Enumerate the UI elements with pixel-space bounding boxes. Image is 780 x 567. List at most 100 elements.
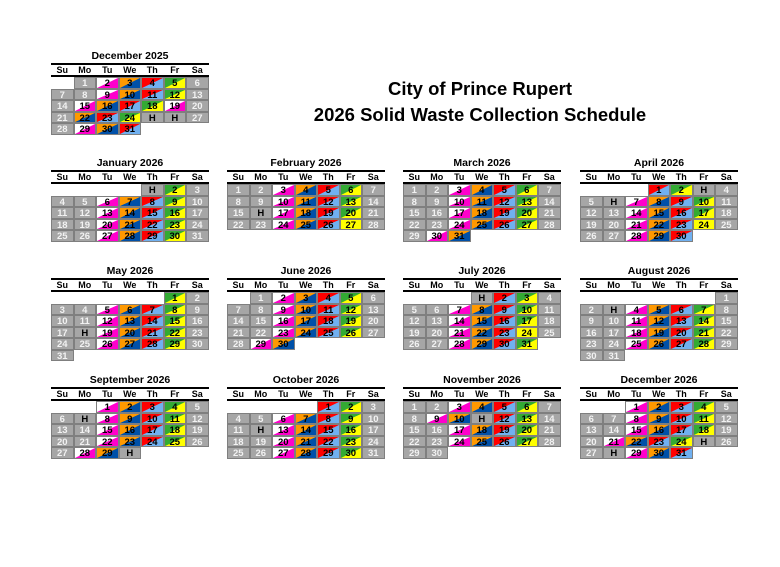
holiday-cell: H [141, 111, 164, 123]
weekday-header-row: Su Mo Tu We Th Fr Sa [51, 170, 209, 184]
empty-cell [693, 292, 716, 304]
weekday-header: We [299, 389, 313, 399]
day-cell: 3 [118, 77, 141, 89]
empty-cell [51, 77, 74, 89]
day-grid: 1 2 3 4 5 6 7 8 9 10 H 12 13 14 15 16 17 18 19 20 21 22 23 24 25… [403, 401, 561, 459]
day-cell: 13 [118, 315, 141, 327]
day-cell: 25 [538, 326, 561, 338]
weekday-header: Th [146, 280, 158, 290]
day-cell: 19 [96, 326, 119, 338]
holiday-cell: H [470, 292, 493, 304]
day-cell: 9 [163, 195, 186, 207]
weekday-header: We [299, 280, 313, 290]
weekday-header: Sa [720, 389, 732, 399]
day-cell: 7 [602, 412, 625, 424]
day-cell: 13 [339, 195, 362, 207]
empty-cell [96, 184, 119, 196]
day-cell: 19 [339, 315, 362, 327]
day-cell: 7 [448, 303, 471, 315]
day-cell: 2 [580, 303, 603, 315]
weekday-header: Mo [78, 172, 92, 182]
month-title: December 2026 [620, 374, 698, 386]
weekday-header: Tu [278, 280, 289, 290]
day-cell: 27 [580, 447, 603, 459]
month-calendar: March 2026 Su Mo Tu We Th Fr Sa 1 2 3 4 5 6 7 8 9 10 11 12 1… [403, 157, 561, 242]
weekday-header: Th [498, 280, 510, 290]
day-cell: 21 [141, 326, 164, 338]
empty-cell [603, 401, 626, 413]
day-cell: 7 [538, 184, 561, 196]
day-cell: 21 [73, 435, 96, 447]
day-cell: 11 [227, 424, 250, 436]
day-cell: 16 [670, 207, 693, 219]
empty-cell [603, 184, 626, 196]
day-cell: 6 [515, 401, 538, 413]
day-cell: 23 [118, 435, 141, 447]
day-cell: 17 [602, 326, 625, 338]
day-cell: 21 [448, 326, 471, 338]
day-cell: 20 [118, 326, 141, 338]
day-cell: 24 [272, 218, 295, 230]
weekday-header: Tu [454, 389, 465, 399]
day-cell: 13 [670, 315, 693, 327]
day-cell: 2 [339, 401, 362, 413]
day-cell: 29 [470, 338, 493, 350]
empty-cell [227, 292, 250, 304]
weekday-header-row: Su Mo Tu We Th Fr Sa [227, 278, 385, 292]
day-cell: 18 [227, 435, 250, 447]
day-cell: 4 [538, 292, 561, 304]
weekday-header: Sa [720, 172, 732, 182]
month-calendar: February 2026 Su Mo Tu We Th Fr Sa 1 2 3 4 5 6 7 8 9 10 11… [227, 157, 385, 230]
day-grid: 1 2 3 4 5 6 7 8 9 10 11 H 13 14 15 16 17 18 19 20 21 22 23 24 25… [227, 401, 385, 459]
day-cell: 13 [580, 424, 603, 436]
day-cell: 9 [670, 195, 693, 207]
day-cell: 16 [272, 315, 295, 327]
day-cell: 22 [470, 326, 493, 338]
weekday-header: Su [56, 172, 68, 182]
weekday-header: Fr [170, 172, 180, 182]
day-cell: 20 [339, 207, 362, 219]
day-grid: 1 2 3 4 5 6 7 8 9 10 11 12 13 14 15 H 17 18 19 20 21 22 23 24 25… [227, 184, 385, 230]
month-title: August 2026 [627, 265, 691, 277]
weekday-header: Su [585, 172, 597, 182]
day-cell: 26 [647, 338, 670, 350]
weekday-header: We [475, 280, 489, 290]
day-cell: 4 [692, 401, 715, 413]
day-cell: 10 [362, 412, 385, 424]
weekday-header-row: Su Mo Tu We Th Fr Sa [51, 278, 209, 292]
day-cell: 11 [317, 303, 340, 315]
day-cell: 30 [580, 349, 603, 361]
weekday-header: Su [585, 280, 597, 290]
day-cell: 17 [692, 207, 715, 219]
day-cell: 19 [580, 218, 603, 230]
day-cell: 15 [96, 424, 119, 436]
day-cell: 9 [493, 303, 516, 315]
day-cell: 14 [51, 100, 74, 112]
weekday-header: Fr [170, 65, 180, 75]
empty-cell [96, 292, 119, 304]
day-grid: 1 2 H 4 5 6 7 8 9 10 11 12 13 14 15 16 17 18 19 20 21 22 23 24 2… [580, 292, 738, 361]
day-cell: 5 [163, 77, 186, 89]
day-cell: 3 [448, 401, 471, 413]
weekday-header: Mo [430, 172, 444, 182]
day-cell: 15 [470, 315, 493, 327]
weekday-header: Sa [720, 280, 732, 290]
weekday-header: Su [56, 280, 68, 290]
day-cell: 3 [362, 401, 385, 413]
day-cell: 21 [51, 111, 74, 123]
day-cell: 9 [118, 412, 141, 424]
day-cell: 14 [227, 315, 250, 327]
day-cell: 12 [647, 315, 670, 327]
day-cell: 30 [96, 123, 119, 135]
day-cell: 27 [425, 338, 448, 350]
day-cell: 20 [670, 326, 693, 338]
day-grid: 1 2 3 4 5 6 7 8 9 10 11 12 13 14 15 16 17 18 19 20 21 22 23 24 H… [580, 401, 738, 459]
day-cell: 28 [625, 230, 648, 242]
day-cell: 8 [647, 195, 670, 207]
weekday-header: Fr [699, 389, 709, 399]
weekday-header: Su [408, 389, 420, 399]
day-cell: 25 [625, 338, 648, 350]
day-cell: 10 [118, 88, 141, 100]
holiday-cell: H [602, 303, 625, 315]
day-cell: 31 [51, 349, 74, 361]
